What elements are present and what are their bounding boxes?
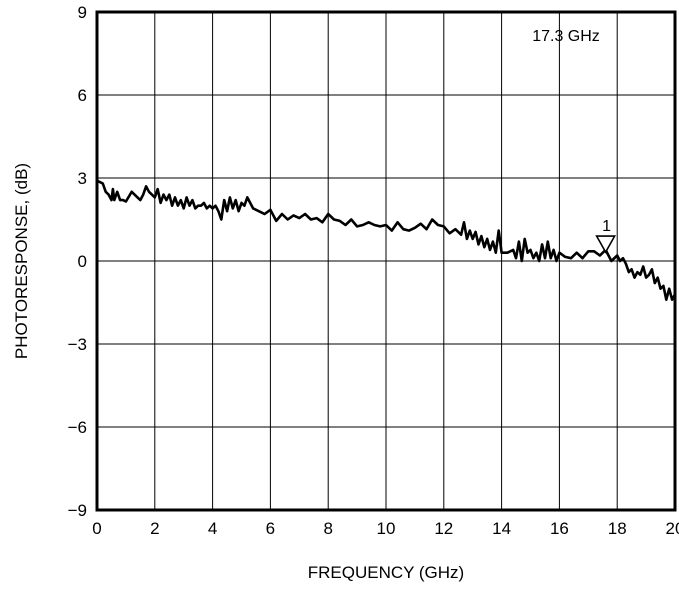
y-tick-label: −6 — [68, 418, 87, 437]
x-tick-label: 14 — [492, 519, 511, 538]
y-tick-label: −3 — [68, 335, 87, 354]
y-axis-title: PHOTORESPONSE, (dB) — [12, 163, 31, 359]
x-axis-title: FREQUENCY (GHz) — [308, 563, 464, 582]
marker-1: 1 — [595, 218, 617, 254]
x-tick-label: 10 — [377, 519, 396, 538]
x-tick-label: 16 — [550, 519, 569, 538]
y-tick-label: −9 — [68, 501, 87, 520]
plot-frame — [95, 10, 677, 512]
series-line — [96, 179, 677, 302]
x-tick-label: 0 — [92, 519, 101, 538]
y-tick-label: 9 — [78, 3, 87, 22]
x-tick-label: 20 — [666, 519, 679, 538]
y-tick-label: 6 — [78, 86, 87, 105]
x-tick-label: 12 — [434, 519, 453, 538]
x-tick-label: 4 — [208, 519, 217, 538]
marker-label: 1 — [602, 218, 611, 235]
y-tick-labels: −9 −6 −3 0 3 6 9 — [68, 3, 87, 520]
grid — [97, 12, 675, 510]
marker-triangle-icon — [595, 235, 617, 254]
x-tick-label: 6 — [266, 519, 275, 538]
y-tick-label: 0 — [78, 252, 87, 271]
y-tick-label: 3 — [78, 169, 87, 188]
x-tick-labels: 0 2 4 6 8 10 12 14 16 18 20 — [92, 519, 679, 538]
x-tick-label: 8 — [323, 519, 332, 538]
frequency-annotation-text: 17.3 GHz — [532, 28, 600, 45]
data-layer — [96, 179, 677, 302]
frequency-annotation-box: 17.3 GHz — [532, 28, 600, 45]
x-tick-label: 18 — [608, 519, 627, 538]
x-tick-label: 2 — [150, 519, 159, 538]
